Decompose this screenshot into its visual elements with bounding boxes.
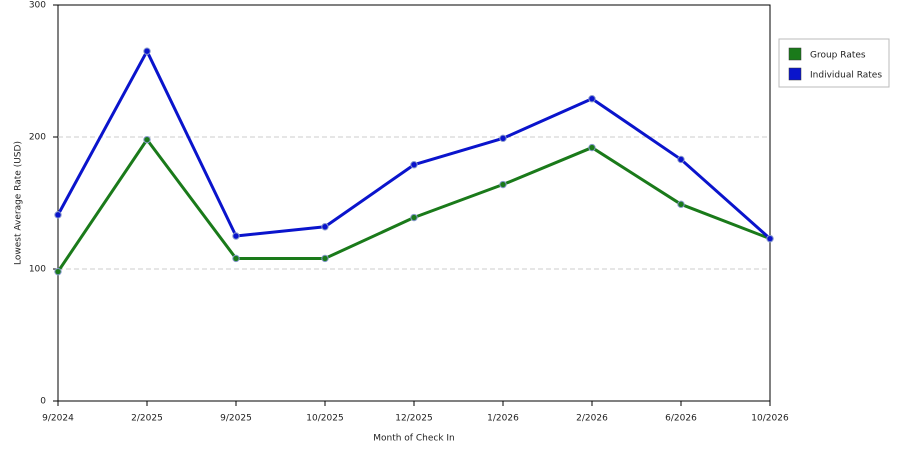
- x-tick-label: 10/2026: [751, 414, 789, 424]
- y-axis-label: Lowest Average Rate (USD): [14, 141, 24, 265]
- data-point: [766, 234, 774, 243]
- data-point: [499, 134, 507, 143]
- data-point: [54, 211, 62, 219]
- plot-area: [57, 4, 771, 402]
- x-tick-label: 12/2025: [395, 414, 432, 424]
- data-point: [499, 180, 507, 189]
- legend-swatch: [788, 67, 802, 81]
- data-point: [588, 143, 596, 152]
- data-point: [54, 267, 62, 276]
- data-point: [143, 47, 151, 55]
- x-tick-label: 6/2026: [665, 414, 697, 424]
- x-tick-label: 2/2026: [576, 414, 608, 424]
- data-point: [321, 223, 329, 231]
- data-point: [232, 254, 240, 263]
- data-point: [410, 213, 418, 222]
- legend-label: Group Rates: [810, 51, 866, 61]
- data-point: [321, 254, 329, 263]
- x-tick-label: 9/2025: [220, 414, 252, 424]
- x-tick-label: 9/2024: [42, 414, 74, 424]
- legend-swatch: [788, 47, 802, 61]
- y-tick-label: 300: [29, 1, 46, 11]
- legend-label: Individual Rates: [810, 71, 882, 81]
- y-tick-label: 200: [29, 133, 46, 143]
- x-axis-label: Month of Check In: [373, 434, 455, 444]
- data-point: [677, 200, 685, 209]
- y-tick-label: 0: [40, 397, 46, 407]
- x-tick-label: 2/2025: [131, 414, 163, 424]
- data-point: [143, 135, 151, 144]
- y-tick-label: 100: [29, 265, 46, 275]
- x-tick-label: 10/2025: [306, 414, 343, 424]
- data-point: [677, 155, 685, 164]
- x-tick-label: 1/2026: [487, 414, 519, 424]
- data-point: [232, 232, 240, 240]
- data-point: [588, 95, 596, 103]
- data-point: [410, 161, 418, 169]
